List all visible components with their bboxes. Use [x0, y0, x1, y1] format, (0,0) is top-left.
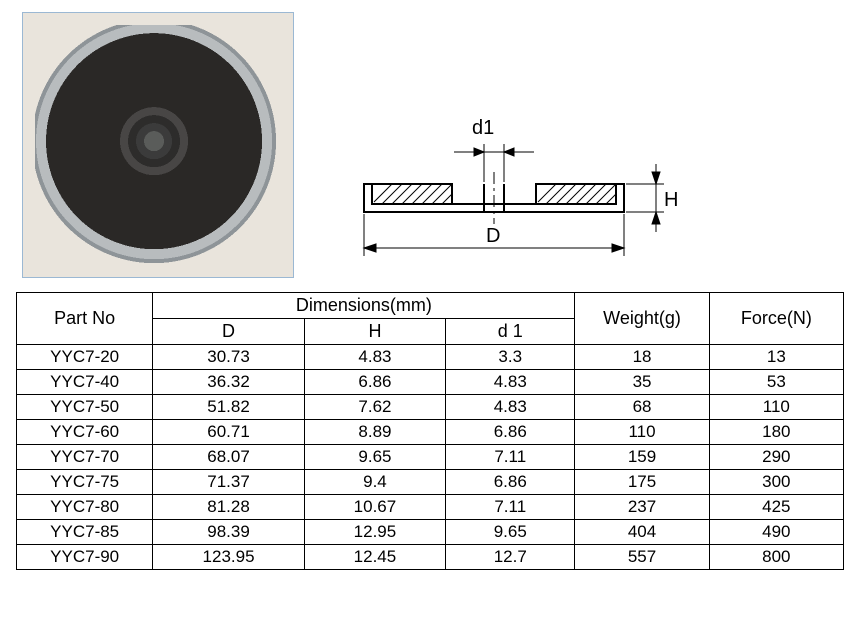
- table-row: YYC7-4036.326.864.833553: [17, 370, 844, 395]
- cell-part: YYC7-40: [17, 370, 153, 395]
- cell-part: YYC7-70: [17, 445, 153, 470]
- cell-force: 110: [709, 395, 843, 420]
- col-header-force: Force(N): [709, 293, 843, 345]
- spec-table-head: Part No Dimensions(mm) Weight(g) Force(N…: [17, 293, 844, 345]
- cell-H: 7.62: [304, 395, 445, 420]
- cell-weight: 35: [575, 370, 709, 395]
- cell-weight: 110: [575, 420, 709, 445]
- cell-force: 13: [709, 345, 843, 370]
- cell-d1: 7.11: [446, 495, 575, 520]
- cell-force: 425: [709, 495, 843, 520]
- cell-part: YYC7-75: [17, 470, 153, 495]
- cell-force: 180: [709, 420, 843, 445]
- table-row: YYC7-7571.379.46.86175300: [17, 470, 844, 495]
- col-header-H: H: [304, 319, 445, 345]
- cell-part: YYC7-80: [17, 495, 153, 520]
- table-row: YYC7-6060.718.896.86110180: [17, 420, 844, 445]
- cell-weight: 18: [575, 345, 709, 370]
- product-photo: [22, 12, 294, 278]
- col-header-weight: Weight(g): [575, 293, 709, 345]
- cell-H: 12.95: [304, 520, 445, 545]
- cell-D: 98.39: [153, 520, 304, 545]
- col-header-dimensions: Dimensions(mm): [153, 293, 575, 319]
- cell-D: 36.32: [153, 370, 304, 395]
- cell-H: 12.45: [304, 545, 445, 570]
- col-header-d1: d 1: [446, 319, 575, 345]
- cell-force: 300: [709, 470, 843, 495]
- cell-force: 290: [709, 445, 843, 470]
- cell-d1: 7.11: [446, 445, 575, 470]
- cell-d1: 12.7: [446, 545, 575, 570]
- cell-H: 8.89: [304, 420, 445, 445]
- cell-part: YYC7-60: [17, 420, 153, 445]
- cell-force: 490: [709, 520, 843, 545]
- cell-D: 123.95: [153, 545, 304, 570]
- cell-weight: 557: [575, 545, 709, 570]
- diagram-svg: d1 D H: [324, 94, 684, 274]
- table-row: YYC7-5051.827.624.8368110: [17, 395, 844, 420]
- table-row: YYC7-8081.2810.677.11237425: [17, 495, 844, 520]
- cell-D: 68.07: [153, 445, 304, 470]
- label-d1: d1: [472, 117, 494, 139]
- cell-D: 30.73: [153, 345, 304, 370]
- cell-d1: 4.83: [446, 370, 575, 395]
- table-row: YYC7-7068.079.657.11159290: [17, 445, 844, 470]
- cell-H: 10.67: [304, 495, 445, 520]
- cell-d1: 6.86: [446, 420, 575, 445]
- cell-weight: 159: [575, 445, 709, 470]
- cell-weight: 237: [575, 495, 709, 520]
- cell-part: YYC7-50: [17, 395, 153, 420]
- cell-d1: 9.65: [446, 520, 575, 545]
- cell-weight: 175: [575, 470, 709, 495]
- cell-d1: 4.83: [446, 395, 575, 420]
- cell-H: 4.83: [304, 345, 445, 370]
- cell-H: 9.4: [304, 470, 445, 495]
- cell-force: 53: [709, 370, 843, 395]
- cell-part: YYC7-85: [17, 520, 153, 545]
- table-row: YYC7-8598.3912.959.65404490: [17, 520, 844, 545]
- label-H: H: [664, 189, 678, 211]
- spec-table: Part No Dimensions(mm) Weight(g) Force(N…: [16, 292, 844, 570]
- cell-d1: 6.86: [446, 470, 575, 495]
- top-area: d1 D H: [12, 12, 851, 278]
- cell-H: 9.65: [304, 445, 445, 470]
- cell-force: 800: [709, 545, 843, 570]
- technical-diagram: d1 D H: [324, 94, 684, 274]
- table-row: YYC7-90123.9512.4512.7557800: [17, 545, 844, 570]
- cell-weight: 68: [575, 395, 709, 420]
- cell-D: 71.37: [153, 470, 304, 495]
- col-header-part: Part No: [17, 293, 153, 345]
- product-photo-render: [35, 25, 283, 267]
- cell-H: 6.86: [304, 370, 445, 395]
- cell-D: 60.71: [153, 420, 304, 445]
- spec-table-body: YYC7-2030.734.833.31813YYC7-4036.326.864…: [17, 345, 844, 570]
- cell-part: YYC7-90: [17, 545, 153, 570]
- table-row: YYC7-2030.734.833.31813: [17, 345, 844, 370]
- cell-weight: 404: [575, 520, 709, 545]
- cell-D: 81.28: [153, 495, 304, 520]
- cell-d1: 3.3: [446, 345, 575, 370]
- cell-part: YYC7-20: [17, 345, 153, 370]
- cell-D: 51.82: [153, 395, 304, 420]
- col-header-D: D: [153, 319, 304, 345]
- label-D: D: [486, 225, 500, 247]
